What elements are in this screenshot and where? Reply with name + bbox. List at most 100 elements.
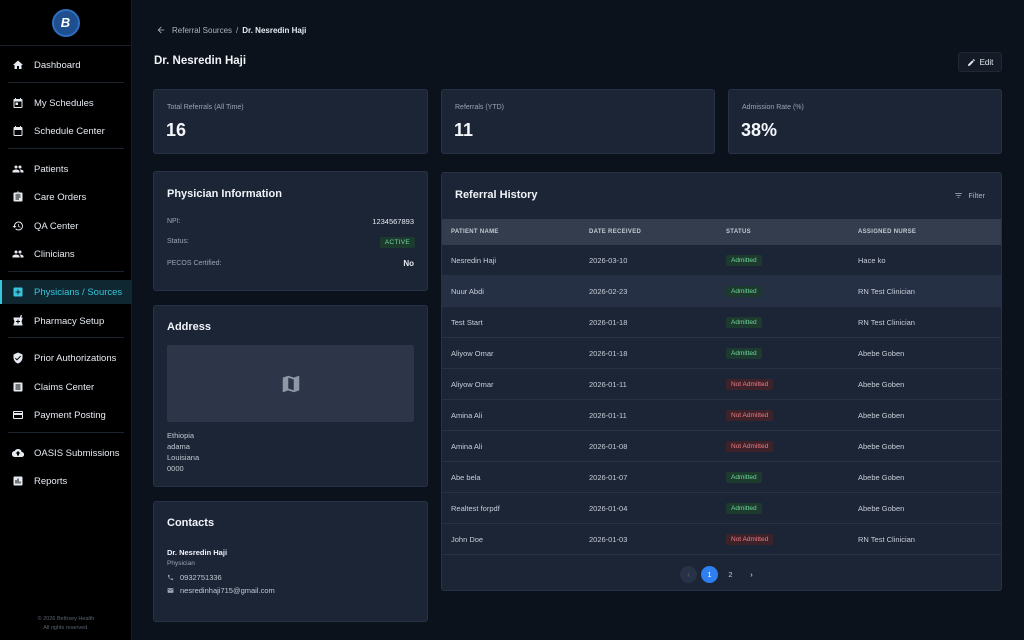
main-content: Referral Sources / Dr. Nesredin Haji Dr.… xyxy=(132,0,1024,640)
breadcrumb-link-referral-sources[interactable]: Referral Sources xyxy=(172,25,233,35)
sidebar-item-physicians-sources[interactable]: Physicians / Sources xyxy=(0,280,132,304)
cell-patient: Aliyow Omar xyxy=(451,349,494,358)
cell-nurse: Abebe Goben xyxy=(858,411,905,420)
column-header-date-received[interactable]: DATE RECEIVED xyxy=(589,229,642,235)
sidebar-item-reports[interactable]: Reports xyxy=(0,469,132,493)
brand-logo[interactable]: B xyxy=(51,8,80,37)
sidebar-item-prior-authorizations[interactable]: Prior Authorizations xyxy=(0,346,132,370)
map-placeholder[interactable] xyxy=(167,345,414,422)
sidebar-item-pharmacy-setup[interactable]: Pharmacy Setup xyxy=(0,309,132,333)
sidebar-item-label: Physicians / Sources xyxy=(34,286,123,298)
filter-icon xyxy=(955,193,963,198)
cell-nurse: Abebe Goben xyxy=(858,442,905,451)
filter-button[interactable]: Filter xyxy=(954,191,985,200)
table-row[interactable]: John Doe 2026-01-03 Not Admitted RN Test… xyxy=(442,524,1001,555)
sidebar-item-label: Pharmacy Setup xyxy=(34,315,105,327)
table-row[interactable]: Test Start 2026-01-18 Admitted RN Test C… xyxy=(442,307,1001,338)
cell-patient: Realtest forpdf xyxy=(451,504,500,513)
sidebar-item-claims-center[interactable]: Claims Center xyxy=(0,375,132,399)
sidebar-item-label: Dashboard xyxy=(34,59,81,71)
npi-value: 1234567893 xyxy=(372,217,414,226)
table-row[interactable]: Abe bela 2026-01-07 Admitted Abebe Goben xyxy=(442,462,1001,493)
sidebar-item-payment-posting[interactable]: Payment Posting xyxy=(0,403,132,427)
cell-date: 2026-01-04 xyxy=(589,504,628,513)
pencil-icon xyxy=(967,58,975,66)
stat-value: 38% xyxy=(741,120,778,140)
medical-plus-icon xyxy=(13,287,23,297)
address-line: Louisiana xyxy=(167,453,200,462)
cell-nurse: RN Test Clinician xyxy=(858,318,915,327)
sidebar-item-label: QA Center xyxy=(34,220,79,232)
divider xyxy=(8,271,124,272)
sidebar-item-label: Payment Posting xyxy=(34,409,106,421)
cell-patient: Test Start xyxy=(451,318,483,327)
contact-phone[interactable]: 0932751336 xyxy=(167,573,222,582)
status-badge: Admitted xyxy=(726,348,762,359)
table-row[interactable]: Amina Ali 2026-01-11 Not Admitted Abebe … xyxy=(442,400,1001,431)
column-header-status[interactable]: STATUS xyxy=(726,229,751,235)
card-title: Address xyxy=(167,321,212,333)
sidebar-item-patients[interactable]: Patients xyxy=(0,157,132,181)
cell-patient: Amina Ali xyxy=(451,411,483,420)
status-badge: Not Admitted xyxy=(726,534,774,545)
status-badge: Not Admitted xyxy=(726,441,774,452)
sidebar-item-oasis-submissions[interactable]: OASIS Submissions xyxy=(0,441,132,465)
table-row[interactable]: Nesredin Haji 2026-03-10 Admitted Hace k… xyxy=(442,245,1001,276)
cell-patient: Aliyow Omar xyxy=(451,380,494,389)
sidebar-item-label: Claims Center xyxy=(34,381,95,393)
cell-date: 2026-01-18 xyxy=(589,318,628,327)
pecos-value: No xyxy=(403,259,414,268)
table-header: PATIENT NAME DATE RECEIVED STATUS ASSIGN… xyxy=(442,219,1001,245)
email-icon xyxy=(167,588,174,593)
address-line: Ethiopia xyxy=(167,431,195,440)
sidebar-item-schedule-center[interactable]: Schedule Center xyxy=(0,119,132,143)
sidebar-item-dashboard[interactable]: Dashboard xyxy=(0,53,132,77)
address-line: adama xyxy=(167,442,190,451)
column-header-assigned-nurse[interactable]: ASSIGNED NURSE xyxy=(858,229,917,235)
pagination-prev-button[interactable]: ‹ xyxy=(680,566,697,583)
pagination-page-1[interactable]: 1 xyxy=(701,566,718,583)
stat-card-admission-rate: Admission Rate (%) 38% xyxy=(728,89,1002,154)
table-row[interactable]: Amina Ali 2026-01-08 Not Admitted Abebe … xyxy=(442,431,1001,462)
stat-label: Admission Rate (%) xyxy=(742,104,804,111)
pagination-next-button[interactable]: › xyxy=(750,570,753,579)
edit-button[interactable]: Edit xyxy=(958,52,1002,72)
physician-info-card: Physician Information NPI: 1234567893 St… xyxy=(153,171,428,291)
arrow-left-icon[interactable] xyxy=(156,25,166,35)
cell-date: 2026-01-11 xyxy=(589,380,627,389)
npi-label: NPI: xyxy=(167,218,181,225)
table-row[interactable]: Nuur Abdi 2026-02-23 Admitted RN Test Cl… xyxy=(442,276,1001,307)
contact-email[interactable]: nesredinhaji715@gmail.com xyxy=(167,586,275,595)
referral-history-card: Referral History Filter PATIENT NAME DAT… xyxy=(441,172,1002,591)
table-row[interactable]: Aliyow Omar 2026-01-18 Admitted Abebe Go… xyxy=(442,338,1001,369)
calendar-month-icon xyxy=(13,126,23,136)
status-label: Status: xyxy=(167,238,189,245)
sidebar-item-label: Prior Authorizations xyxy=(34,352,117,364)
breadcrumb-current: Dr. Nesredin Haji xyxy=(242,25,307,35)
cloud-upload-icon xyxy=(12,449,24,458)
stat-value: 16 xyxy=(166,120,187,140)
address-line: 0000 xyxy=(167,464,184,473)
stat-value: 11 xyxy=(454,120,474,140)
sidebar-item-care-orders[interactable]: Care Orders xyxy=(0,185,132,209)
pagination-page-2[interactable]: 2 xyxy=(728,570,733,579)
cell-nurse: Abebe Goben xyxy=(858,349,905,358)
contact-phone-text: 0932751336 xyxy=(180,573,222,582)
card-title: Referral History xyxy=(455,189,538,201)
cell-date: 2026-01-03 xyxy=(589,535,628,544)
cell-patient: Abe bela xyxy=(451,473,481,482)
divider xyxy=(8,432,124,433)
sidebar-item-clinicians[interactable]: Clinicians xyxy=(0,242,132,266)
page-title: Dr. Nesredin Haji xyxy=(154,55,247,67)
sidebar-item-my-schedules[interactable]: My Schedules xyxy=(0,91,132,115)
table-row[interactable]: Aliyow Omar 2026-01-11 Not Admitted Abeb… xyxy=(442,369,1001,400)
sidebar-item-qa-center[interactable]: QA Center xyxy=(0,214,132,238)
sidebar-item-label: Patients xyxy=(34,163,69,175)
column-header-patient-name[interactable]: PATIENT NAME xyxy=(451,229,499,235)
stat-label: Total Referrals (All Time) xyxy=(167,104,244,111)
table-row[interactable]: Realtest forpdf 2026-01-04 Admitted Abeb… xyxy=(442,493,1001,524)
edit-button-label: Edit xyxy=(979,57,994,67)
copyright-line: All rights reserved. xyxy=(43,625,89,631)
status-badge: Not Admitted xyxy=(726,379,774,390)
phone-icon xyxy=(167,574,174,581)
